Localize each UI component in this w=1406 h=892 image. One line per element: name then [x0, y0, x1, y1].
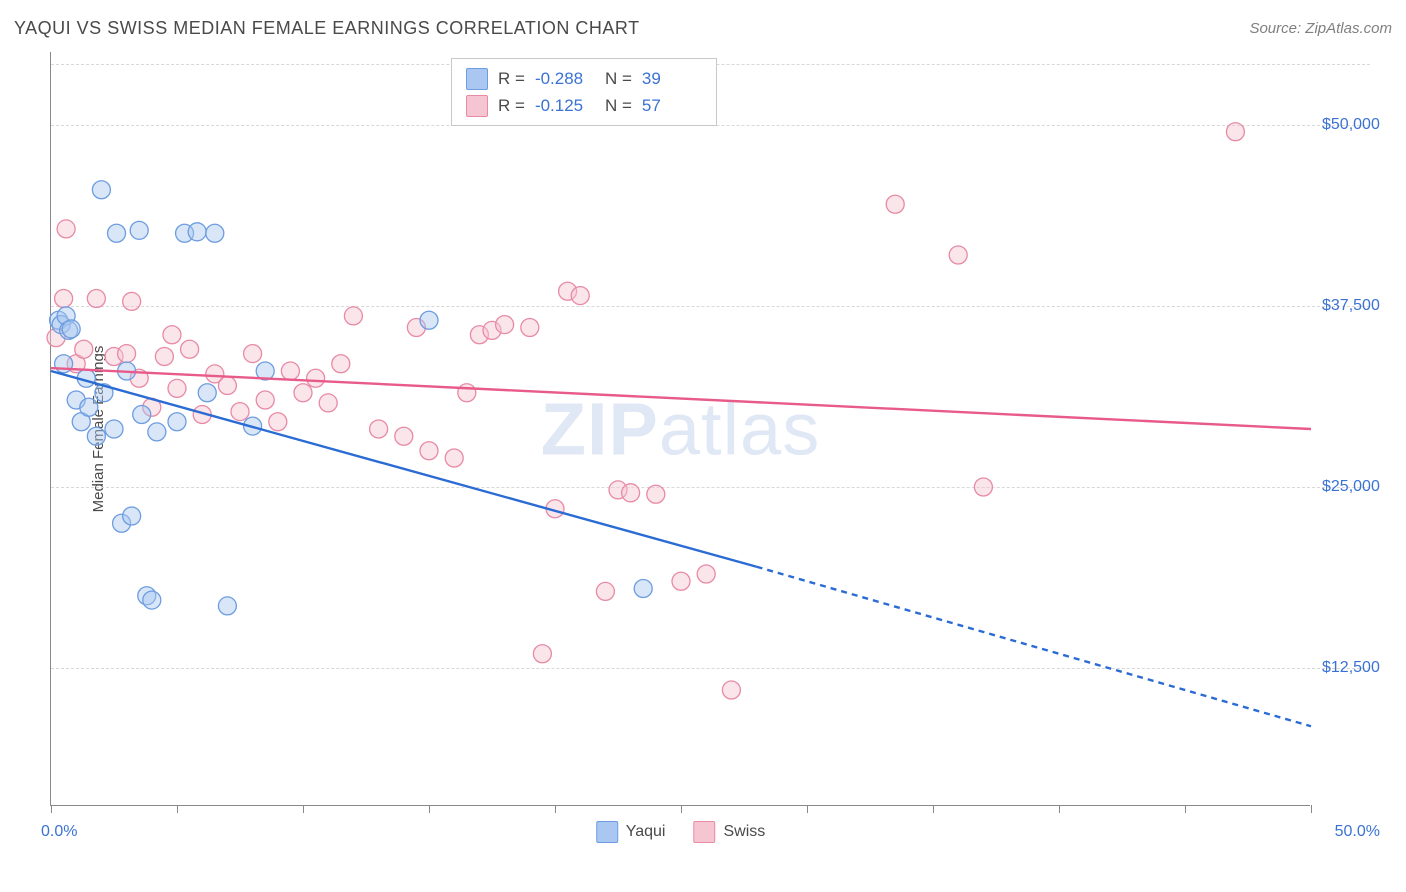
stats-r-yaqui: -0.288	[535, 65, 595, 92]
stats-n-swiss: 57	[642, 92, 702, 119]
title-bar: YAQUI VS SWISS MEDIAN FEMALE EARNINGS CO…	[14, 18, 1392, 39]
stats-row-yaqui: R = -0.288 N = 39	[466, 65, 702, 92]
swatch-swiss	[466, 95, 488, 117]
y-tick-label: $50,000	[1322, 116, 1392, 134]
y-tick-label: $25,000	[1322, 478, 1392, 496]
legend-item-swiss: Swiss	[693, 821, 765, 843]
swatch-yaqui	[466, 68, 488, 90]
legend-label-yaqui: Yaqui	[626, 823, 666, 841]
plot-area: Median Female Earnings ZIPatlas $12,500$…	[50, 52, 1310, 806]
stats-r-label: R =	[498, 65, 525, 92]
stats-r-swiss: -0.125	[535, 92, 595, 119]
stats-n-yaqui: 39	[642, 65, 702, 92]
stats-n-label: N =	[605, 65, 632, 92]
y-tick-label: $12,500	[1322, 659, 1392, 677]
y-tick-label: $37,500	[1322, 297, 1392, 315]
source-label: Source: ZipAtlas.com	[1249, 20, 1392, 37]
legend-item-yaqui: Yaqui	[596, 821, 666, 843]
bottom-legend: Yaqui Swiss	[596, 821, 766, 843]
chart-container: YAQUI VS SWISS MEDIAN FEMALE EARNINGS CO…	[0, 0, 1406, 892]
chart-title: YAQUI VS SWISS MEDIAN FEMALE EARNINGS CO…	[14, 18, 640, 39]
x-axis-max-label: 50.0%	[1335, 823, 1380, 841]
x-axis-min-label: 0.0%	[41, 823, 77, 841]
legend-label-swiss: Swiss	[723, 823, 765, 841]
legend-swatch-yaqui	[596, 821, 618, 843]
stats-legend-box: R = -0.288 N = 39 R = -0.125 N = 57	[451, 58, 717, 126]
legend-swatch-swiss	[693, 821, 715, 843]
stats-n-label: N =	[605, 92, 632, 119]
stats-row-swiss: R = -0.125 N = 57	[466, 92, 702, 119]
stats-r-label: R =	[498, 92, 525, 119]
scatter-svg	[51, 52, 1310, 805]
